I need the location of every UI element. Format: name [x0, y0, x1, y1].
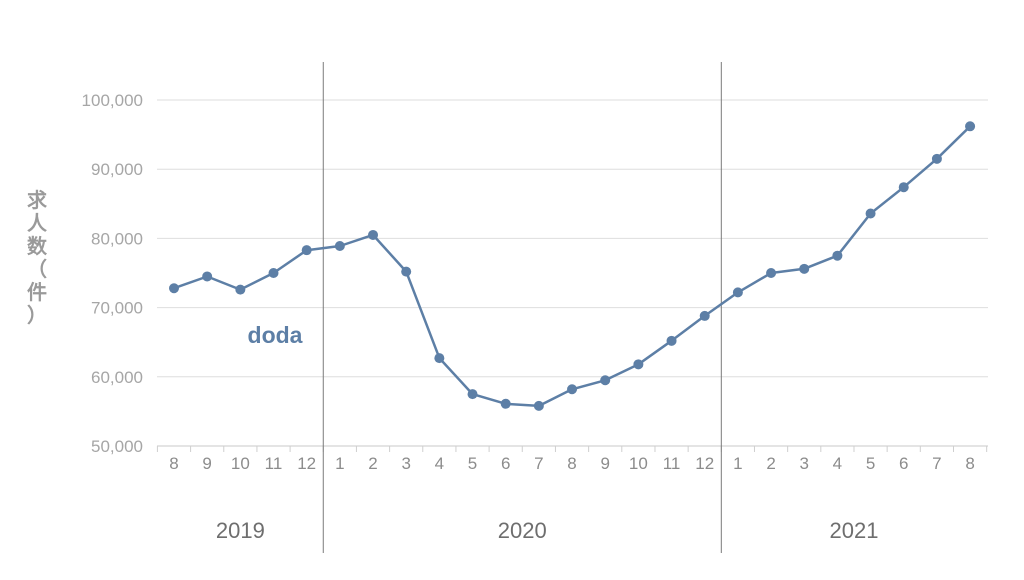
data-point: [368, 229, 379, 240]
data-point: [467, 389, 478, 400]
x-tick-label: 8: [169, 454, 178, 473]
y-axis-ticks: 50,000 60,000 70,000 80,000 90,000 100,000: [82, 91, 143, 456]
x-axis-month-ticks: 8 9 10 11 12 1 2 3 4 5 6 7 8 9 10 11 12 1 2 3 4 5 6 7 8: [156, 446, 988, 473]
x-tick-label: 5: [866, 454, 875, 473]
data-point: [401, 266, 412, 277]
data-point: [600, 375, 611, 386]
x-tick-label: 8: [965, 454, 974, 473]
series-label-doda: doda: [248, 322, 303, 348]
data-point: [533, 400, 544, 411]
y-axis-label-char: （: [27, 258, 47, 281]
data-point: [235, 284, 246, 295]
gridlines: [157, 99, 988, 447]
data-point: [732, 287, 743, 298]
data-point: [865, 208, 876, 219]
x-tick-label: 9: [202, 454, 211, 473]
y-tick-label: 100,000: [82, 91, 143, 110]
year-label: 2020: [498, 518, 547, 543]
year-label: 2019: [216, 518, 265, 543]
y-axis-label-char: 件: [27, 280, 47, 304]
series-doda: [169, 121, 976, 411]
data-point: [500, 398, 511, 409]
x-tick-label: 12: [695, 454, 714, 473]
data-point: [301, 245, 312, 256]
x-tick-label: 2: [766, 454, 775, 473]
data-point: [799, 263, 810, 274]
x-tick-label: 6: [899, 454, 908, 473]
y-tick-label: 60,000: [91, 368, 143, 387]
x-tick-label: 7: [932, 454, 941, 473]
year-label: 2021: [830, 518, 879, 543]
x-tick-label: 1: [335, 454, 344, 473]
x-tick-label: 4: [833, 454, 842, 473]
data-point: [931, 153, 942, 164]
data-point: [832, 250, 843, 261]
x-tick-label: 7: [534, 454, 543, 473]
x-tick-label: 11: [265, 454, 283, 473]
data-point: [766, 268, 777, 278]
x-tick-label: 3: [401, 454, 410, 473]
y-tick-label: 70,000: [91, 299, 143, 318]
data-point: [268, 268, 279, 278]
data-point: [202, 271, 213, 282]
data-point: [666, 335, 677, 346]
data-point: [898, 182, 909, 193]
y-tick-label: 50,000: [91, 437, 143, 456]
y-tick-label: 90,000: [91, 160, 143, 179]
data-point: [965, 121, 976, 132]
data-point: [434, 353, 445, 364]
data-point: [169, 283, 179, 294]
x-tick-label: 1: [733, 454, 742, 473]
x-tick-label: 12: [297, 454, 316, 473]
data-point: [334, 241, 345, 252]
year-groups: 2019 2020 2021: [216, 62, 879, 553]
x-tick-label: 2: [368, 454, 377, 473]
x-tick-label: 5: [468, 454, 477, 473]
data-point: [633, 359, 644, 370]
data-point: [567, 384, 578, 395]
x-tick-label: 11: [663, 454, 681, 473]
y-tick-label: 80,000: [91, 229, 143, 248]
data-point: [699, 310, 710, 321]
y-axis-label-char: 人: [27, 212, 48, 235]
y-axis-label-char: ）: [27, 304, 47, 327]
y-axis-label-char: 求: [27, 189, 48, 212]
x-tick-label: 4: [435, 454, 444, 473]
x-tick-label: 9: [600, 454, 609, 473]
y-axis-label: 求人数（件）: [27, 189, 48, 327]
x-tick-label: 8: [567, 454, 576, 473]
x-tick-label: 6: [501, 454, 510, 473]
y-axis-label-char: 数: [27, 234, 48, 258]
series-line: [173, 125, 971, 408]
x-tick-label: 10: [231, 454, 250, 473]
x-tick-label: 10: [629, 454, 648, 473]
x-tick-label: 3: [799, 454, 808, 473]
